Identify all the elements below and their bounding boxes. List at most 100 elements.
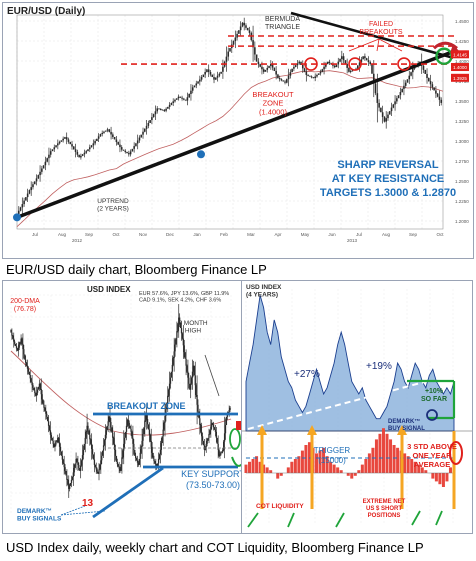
caption-top: EUR/USD daily chart, Bloomberg Finance L… (6, 262, 267, 277)
eurusd-candle-body (122, 149, 125, 151)
usd-weekly-cot-bar (293, 459, 297, 473)
eurusd-candle-body (175, 98, 178, 100)
eurusd-candle-body (113, 136, 116, 140)
eurusd-candle-body (23, 200, 25, 205)
usd-weekly-cot-bar (434, 473, 438, 482)
eurusd-failed-arrow (348, 38, 380, 52)
eurusd-year-label: 2013 (347, 238, 358, 243)
eurusd-title: EUR/USD (Daily) (7, 6, 85, 17)
eurusd-bermuda-label-line-1: TRIANGLE (265, 24, 300, 31)
usd-daily-candle-body (86, 425, 88, 432)
eurusd-candle-body (383, 116, 386, 122)
eurusd-candle-body (261, 66, 263, 70)
usd-daily-candle-body (60, 451, 63, 456)
usd-daily-candle-body (196, 394, 198, 405)
usd-daily-candle-body (63, 463, 65, 468)
eurusd-candle-body (307, 74, 309, 76)
usd-daily-candle-body (112, 432, 114, 438)
eurusd-candle-body (254, 47, 256, 55)
eurusd-candle-body (197, 81, 199, 84)
usd-weekly-cot-bar (406, 456, 410, 473)
eurusd-candle-body (412, 68, 414, 73)
eurusd-y-tick: 1.3250 (455, 119, 469, 124)
usd-daily-candle-body (208, 434, 210, 438)
usd-weekly-cot-bar (420, 467, 424, 473)
usd-daily-candle-body (223, 433, 226, 442)
usd-daily-candle-body (138, 458, 140, 465)
usd-daily-candle-body (93, 459, 96, 465)
usd-daily-candle-body (47, 416, 49, 422)
eurusd-breakout-marker (304, 57, 318, 71)
eurusd-candle-body (362, 56, 364, 60)
eurusd-candle-body (33, 181, 36, 185)
eurusd-breakout-zone-label-line-2: (1.4000) (259, 107, 287, 116)
eurusd-candle-body (202, 74, 205, 78)
eurusd-price-flag-label: 1.3925 (453, 76, 467, 81)
eurusd-candle-body (429, 81, 432, 85)
usd-daily-candle-body (108, 416, 110, 422)
eurusd-candle-body (124, 150, 127, 152)
usd-weekly-green-arrow (287, 512, 295, 528)
usd-daily-candle-body (190, 377, 193, 384)
usd-daily-candle-body (127, 419, 129, 423)
usd-daily-candle-body (182, 338, 184, 346)
usd-daily-candle-body (77, 461, 79, 465)
usd-daily-candle-body (33, 387, 35, 391)
usd-daily-count-label: 13 (82, 498, 94, 509)
eurusd-y-tick: 1.4250 (455, 39, 469, 44)
eurusd-candle-body (135, 143, 137, 147)
usd-daily-candle-body (119, 468, 121, 471)
usd-daily-candle-body (83, 443, 85, 450)
eurusd-candle-body (385, 118, 387, 122)
usd-daily-candle-body (211, 422, 213, 427)
usd-weekly-cot-bar (396, 447, 400, 473)
eurusd-candle-body (152, 114, 155, 118)
eurusd-x-tick: Nov (139, 232, 148, 237)
usd-weekly-cot-bar (381, 428, 385, 473)
usd-daily-candle-body (107, 421, 109, 426)
eurusd-candle-body (248, 30, 251, 33)
usd-weekly-cot-bar (269, 470, 273, 473)
usd-daily-candle-body (24, 354, 26, 360)
usd-daily-candle-body (137, 462, 140, 465)
usd-daily-candle-body (202, 440, 205, 446)
usd-daily-candle-body (11, 332, 13, 336)
eurusd-x-tick: Jul (32, 232, 38, 237)
eurusd-candle-body (216, 75, 219, 78)
usd-daily-candle-body (56, 440, 58, 443)
eurusd-candle-body (339, 58, 341, 62)
eurusd-candle-body (422, 65, 425, 70)
usd-weekly-cot-bar (279, 473, 283, 476)
eurusd-breakout-zone-label-line-0: BREAKOUT (252, 90, 294, 99)
eurusd-candle-body (159, 108, 162, 110)
eurusd-candle-body (316, 74, 318, 77)
usd-daily-candle-body (123, 443, 125, 451)
eurusd-candle-body (332, 64, 334, 66)
eurusd-candle-body (19, 207, 22, 211)
eurusd-candle-body (81, 154, 84, 156)
usd-weekly-std-label-line-0: 3 STD ABOVE (407, 442, 457, 451)
eurusd-candle-body (236, 33, 238, 38)
eurusd-x-tick: Aug (58, 232, 67, 237)
eurusd-candle-body (305, 71, 308, 75)
eurusd-candle-body (289, 72, 292, 76)
usd-weekly-cot-bar (367, 453, 371, 473)
usd-weekly-cot-bar (353, 473, 357, 476)
usd-daily-candle-body (25, 359, 27, 363)
usd-daily-candle-body (222, 449, 224, 452)
eurusd-candle-body (346, 64, 348, 68)
eurusd-candle-body (440, 99, 443, 103)
eurusd-y-tick: 1.2250 (455, 199, 469, 204)
usd-daily-200dma-label-line-1: (76.78) (14, 306, 36, 313)
eurusd-candle-body (94, 141, 96, 144)
eurusd-candle-body (25, 197, 27, 201)
usd-weekly-cot-bar (244, 464, 248, 473)
usd-weekly-orange-arrowhead (397, 425, 407, 435)
usd-daily-candle-body (32, 385, 34, 388)
usd-daily-demark-label-line-1: BUY SIGNALS (17, 515, 62, 522)
usd-daily-candle-body (67, 479, 69, 485)
eurusd-candle-body (71, 144, 73, 147)
eurusd-candle-body (387, 114, 389, 119)
usd-weekly-std-label-line-1: ONE YEAR (412, 451, 452, 460)
eurusd-candle-body (73, 146, 75, 150)
